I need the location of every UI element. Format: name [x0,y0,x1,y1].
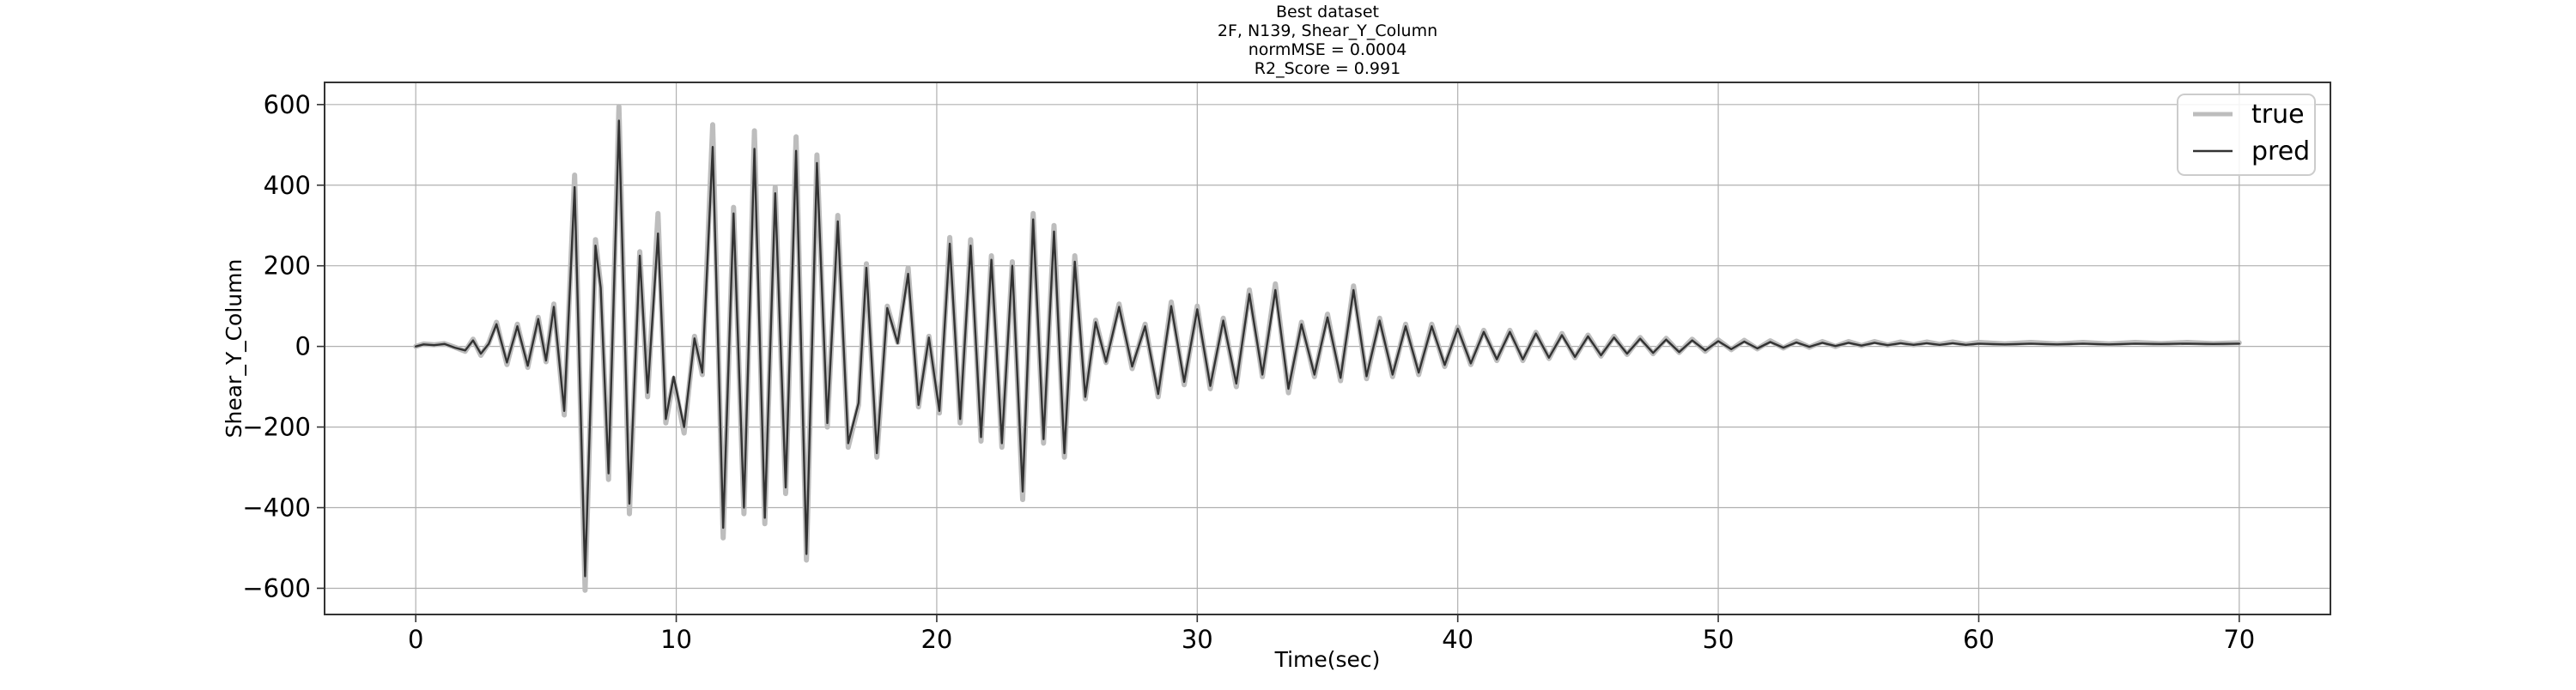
y-tick-label: −200 [242,413,311,442]
legend-label-pred: pred [2251,136,2310,166]
x-tick-label: 0 [408,625,423,654]
y-tick-label: 400 [264,171,311,200]
y-axis-label: Shear_Y_Column [222,259,246,439]
series-line-true [413,104,2242,593]
chart-title: Best dataset 2F, N139, Shear_Y_Column no… [1218,3,1437,78]
y-tick-label: 0 [295,332,311,361]
x-tick-label: 60 [1963,625,1995,654]
series-layer [413,104,2242,593]
y-tick-label: 200 [264,251,311,281]
x-tick-label: 10 [660,625,692,654]
y-axis-ticks: −600 −400 −200 0 200 400 600 [242,90,325,602]
x-axis-ticks: 0 10 20 30 40 50 60 70 [408,614,2255,654]
plot-frame [324,82,2331,615]
legend: true pred [2177,94,2316,176]
series-line-pred [415,119,2240,578]
title-line-3: normMSE = 0.0004 [1249,40,1407,59]
x-tick-label: 20 [920,625,952,654]
x-tick-label: 70 [2223,625,2255,654]
x-tick-label: 50 [1703,625,1735,654]
y-tick-label: 600 [264,90,311,119]
title-line-1: Best dataset [1276,3,1379,21]
x-tick-label: 40 [1442,625,1473,654]
grid [325,82,2330,614]
title-line-2: 2F, N139, Shear_Y_Column [1218,21,1437,40]
legend-label-true: true [2251,100,2305,130]
x-axis-label: Time(sec) [1274,647,1381,672]
x-tick-label: 30 [1182,625,1213,654]
y-tick-label: −400 [242,493,311,523]
title-line-4: R2_Score = 0.991 [1255,59,1400,78]
y-tick-label: −600 [242,573,311,602]
